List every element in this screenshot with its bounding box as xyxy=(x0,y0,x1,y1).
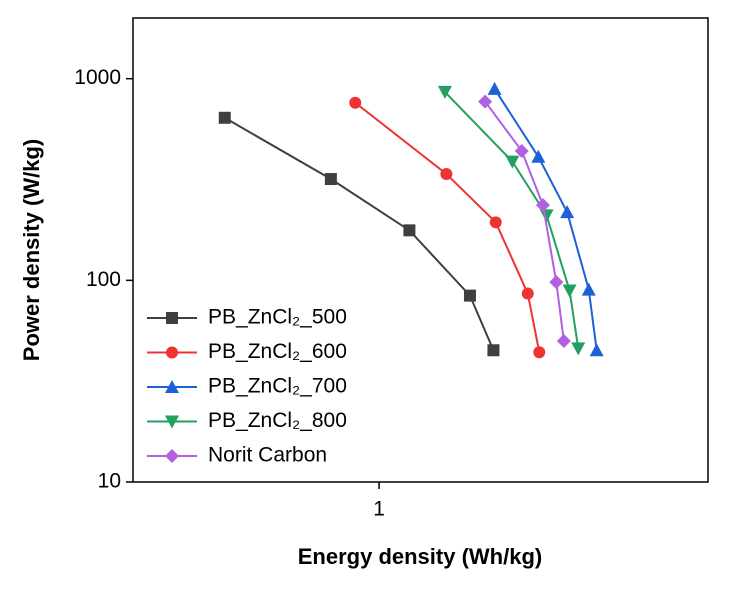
marker xyxy=(487,81,502,95)
marker xyxy=(463,289,476,302)
legend-marker xyxy=(165,380,179,393)
marker xyxy=(549,275,564,290)
plot-frame xyxy=(132,17,709,483)
marker xyxy=(571,342,586,356)
y-tick-label: 1000 xyxy=(74,66,121,89)
marker xyxy=(218,111,231,124)
marker xyxy=(556,334,571,349)
marker xyxy=(562,284,577,298)
y-tick-label: 100 xyxy=(86,268,121,291)
marker xyxy=(437,85,452,99)
marker xyxy=(487,344,500,357)
legend-marker xyxy=(166,346,178,359)
marker xyxy=(489,216,502,229)
legend-label: PB_ZnCl₂_700 xyxy=(208,375,347,398)
legend-label: PB_ZnCl₂_600 xyxy=(208,340,347,363)
legend-label: PB_ZnCl₂_800 xyxy=(208,409,347,432)
marker xyxy=(324,173,337,186)
marker xyxy=(514,143,529,158)
marker xyxy=(560,205,575,219)
legend-marker xyxy=(165,449,179,463)
legend-marker xyxy=(166,312,178,324)
legend-marker xyxy=(165,415,179,429)
marker xyxy=(589,343,604,357)
marker xyxy=(349,96,362,109)
marker xyxy=(505,155,520,169)
legend-label: PB_ZnCl₂_500 xyxy=(208,306,347,329)
marker xyxy=(521,287,534,300)
y-axis-title: Power density (W/kg) xyxy=(19,139,44,361)
marker xyxy=(531,149,546,163)
x-tick-label: 1 xyxy=(373,498,385,521)
series-line xyxy=(444,91,580,349)
marker xyxy=(581,282,596,296)
x-axis-title: Energy density (Wh/kg) xyxy=(298,544,542,569)
marker xyxy=(478,94,493,109)
y-tick-label: 10 xyxy=(98,470,121,493)
marker xyxy=(535,198,550,213)
marker xyxy=(533,346,546,359)
marker xyxy=(403,224,416,237)
legend-label: Norit Carbon xyxy=(208,444,327,467)
marker xyxy=(440,167,453,180)
series-line xyxy=(354,101,541,353)
marker xyxy=(539,209,554,223)
